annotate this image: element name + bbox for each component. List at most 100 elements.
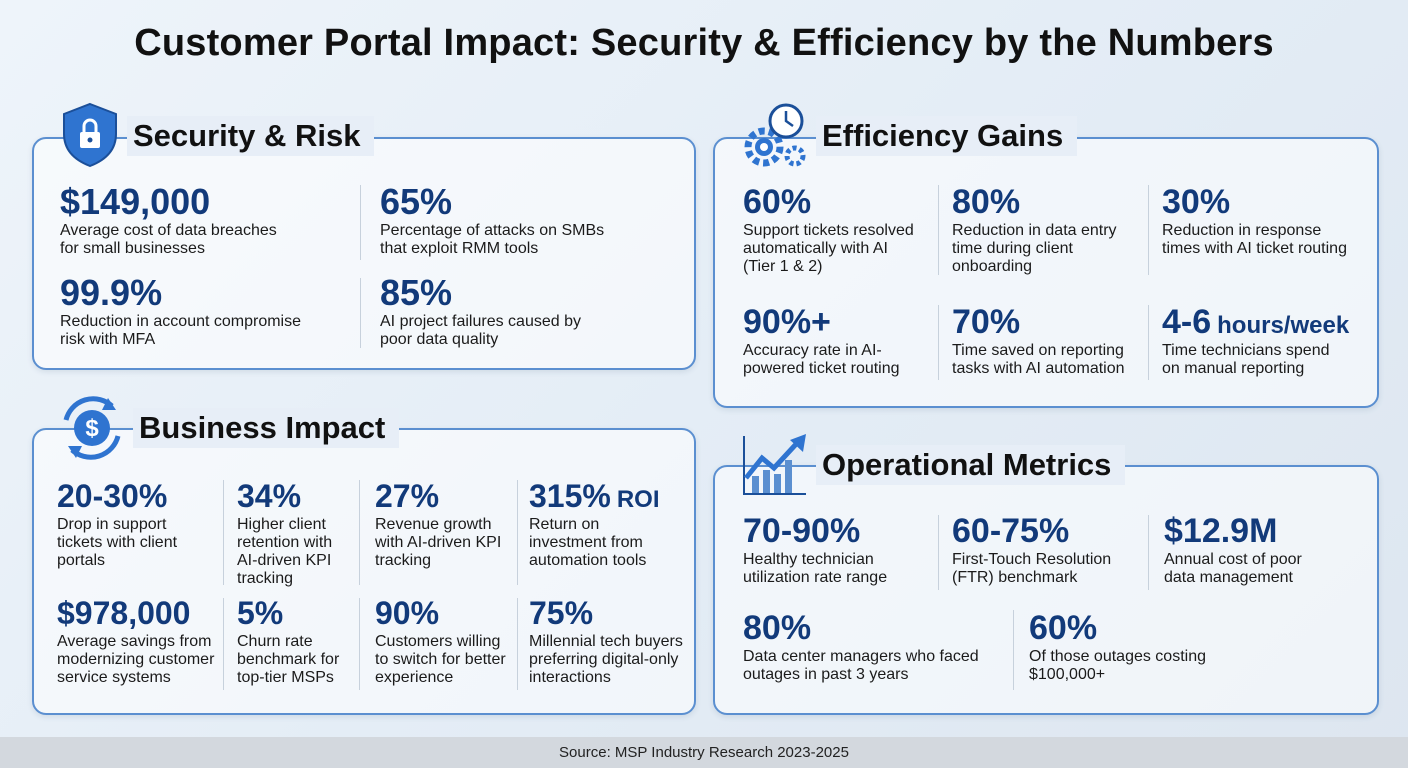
stat-description: tasks with AI automation xyxy=(952,360,1125,377)
stat: 60% Support tickets resolved automatically… xyxy=(743,182,914,276)
stat: 99.9% Reduction in account compromise risk… xyxy=(60,273,301,349)
stat-description: Time saved on reporting xyxy=(952,342,1124,359)
stat-number: 85% xyxy=(380,272,453,313)
stat-number: 4-6 xyxy=(1162,303,1212,341)
stat-description: AI project failures caused by xyxy=(380,313,581,330)
divider xyxy=(359,480,360,585)
section-heading: Security & Risk xyxy=(127,116,375,156)
stat-description: Healthy technician xyxy=(743,551,874,568)
stat-value: 315% ROI xyxy=(529,476,660,516)
divider xyxy=(360,185,361,260)
divider xyxy=(938,515,939,590)
stat-description: top-tier MSPs xyxy=(237,669,334,686)
stat-description: Higher client xyxy=(237,516,326,533)
stat-description: Data center managers who faced xyxy=(743,648,979,665)
stat: 34% Higher client retention with AI-driven … xyxy=(237,476,332,588)
stat-number: 60% xyxy=(743,183,812,221)
stat-description: on manual reporting xyxy=(1162,360,1305,377)
source-bar: Source: MSP Industry Research 2023-2025 xyxy=(0,737,1408,768)
stat-value: 75% xyxy=(529,593,683,633)
stat-description: Percentage of attacks on SMBs xyxy=(380,222,605,239)
stat-description: time during client xyxy=(952,240,1073,257)
stat: 60% Of those outages costing $100,000+ xyxy=(1029,608,1206,684)
divider xyxy=(1013,610,1014,690)
stat: 90% Customers willing to switch for better… xyxy=(375,593,506,687)
divider xyxy=(1148,515,1149,590)
stat-value: 27% xyxy=(375,476,501,516)
card xyxy=(713,137,1379,408)
stat-description: Annual cost of poor xyxy=(1164,551,1302,568)
stat-number: 60% xyxy=(1029,609,1098,647)
stat-description: poor data quality xyxy=(380,331,499,348)
stat-value: 90% xyxy=(375,593,506,633)
stat-number: 315% xyxy=(529,478,611,514)
stat-value: 80% xyxy=(743,608,979,648)
stat: 80% Reduction in data entry time during cl… xyxy=(952,182,1117,276)
stat-description: retention with xyxy=(237,534,333,551)
stat-description: portals xyxy=(57,552,106,569)
stat-number: 90%+ xyxy=(743,303,831,341)
stat-description: powered ticket routing xyxy=(743,360,900,377)
stat-description: onboarding xyxy=(952,258,1033,275)
stat-number: 70-90% xyxy=(743,512,861,550)
stat-description: utilization rate range xyxy=(743,569,888,586)
stat-description: (FTR) benchmark xyxy=(952,569,1078,586)
divider xyxy=(938,185,939,275)
section-heading: Operational Metrics xyxy=(816,445,1126,485)
stat-description: First-Touch Resolution xyxy=(952,551,1112,568)
stat-value: 80% xyxy=(952,182,1117,222)
stat: 70% Time saved on reporting tasks with AI … xyxy=(952,302,1125,378)
stat: 5% Churn rate benchmark for top-tier MSPs xyxy=(237,593,339,687)
divider xyxy=(1148,305,1149,380)
stat-description: data management xyxy=(1164,569,1293,586)
divider xyxy=(360,278,361,348)
stat-description: (Tier 1 & 2) xyxy=(743,258,823,275)
stat-value: 4-6 hours/week xyxy=(1162,302,1349,342)
stat-number: 90% xyxy=(375,595,440,631)
stat-number: 34% xyxy=(237,478,302,514)
stat-value: 60% xyxy=(743,182,914,222)
stat-description: preferring digital-only xyxy=(529,651,679,668)
stat-unit: ROI xyxy=(616,486,660,513)
stat: 27% Revenue growth with AI-driven KPI track… xyxy=(375,476,501,570)
divider xyxy=(223,598,224,690)
stat-value: $149,000 xyxy=(60,182,277,222)
stat: 85% AI project failures caused by poor dat… xyxy=(380,273,581,349)
stat: 20-30% Drop in support tickets with client… xyxy=(57,476,177,570)
stat-value: 5% xyxy=(237,593,339,633)
stat: 60-75% First-Touch Resolution (FTR) benchm… xyxy=(952,511,1111,587)
stat-value: 30% xyxy=(1162,182,1347,222)
stat: 315% ROI Return on investment from automatio… xyxy=(529,476,660,570)
stat-number: $149,000 xyxy=(60,181,211,222)
stat-description: Return on xyxy=(529,516,600,533)
dollar-cycle-icon: $ xyxy=(63,396,121,460)
stat-description: Average savings from xyxy=(57,633,212,650)
stat-value: 60-75% xyxy=(952,511,1111,551)
page-title: Customer Portal Impact: Security & Effic… xyxy=(134,22,1274,64)
stat-value: 20-30% xyxy=(57,476,177,516)
source: Source: MSP Industry Research 2023-2025 xyxy=(559,744,849,761)
stat-value: $12.9M xyxy=(1164,511,1302,551)
stat-description: to switch for better xyxy=(375,651,506,668)
stat-description: Customers willing xyxy=(375,633,501,650)
stat-number: 99.9% xyxy=(60,272,163,313)
stat-value: 90%+ xyxy=(743,302,900,342)
stat-description: Reduction in account compromise xyxy=(60,313,302,330)
stat: $12.9M Annual cost of poor data management xyxy=(1164,511,1302,587)
stat-description: benchmark for xyxy=(237,651,340,668)
stat-unit: hours/week xyxy=(1217,312,1350,339)
stat-number: 27% xyxy=(375,478,440,514)
stat-description: that exploit RMM tools xyxy=(380,240,539,257)
divider xyxy=(517,480,518,585)
stat-description: risk with MFA xyxy=(60,331,156,348)
stat-value: 60% xyxy=(1029,608,1206,648)
stat-description: tracking xyxy=(375,552,432,569)
stat-number: 60-75% xyxy=(952,512,1070,550)
stat-description: service systems xyxy=(57,669,171,686)
stat: 70-90% Healthy technician utilization rate… xyxy=(743,511,887,587)
stat-description: investment from xyxy=(529,534,643,551)
stat-description: Accuracy rate in AI- xyxy=(743,342,882,359)
stat-description: outages in past 3 years xyxy=(743,666,909,683)
